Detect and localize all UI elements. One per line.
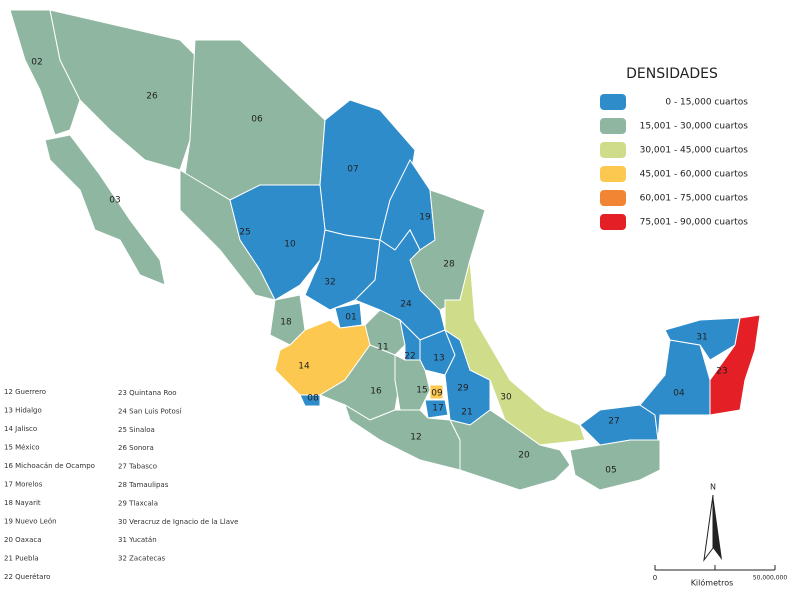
state-name: 22 Querétaro: [4, 573, 50, 581]
state-name: 28 Tamaulipas: [118, 481, 169, 489]
north-arrow: N: [703, 483, 722, 562]
state-name: 14 Jalisco: [4, 425, 37, 433]
legend-swatch: [600, 142, 626, 158]
legend-swatch: [600, 118, 626, 134]
arrow-right: [713, 495, 722, 560]
state-label: 08: [307, 394, 319, 404]
state: [424, 399, 449, 419]
state-name: 27 Tabasco: [118, 463, 157, 471]
legend: 0 - 15,000 cuartos 15,001 - 30,000 cuarto…: [600, 94, 748, 230]
state-name: 20 Oaxaca: [4, 536, 42, 544]
state-label: 19: [419, 213, 431, 223]
legend-swatch: [600, 94, 626, 110]
state-label: 28: [443, 260, 455, 270]
state: [229, 184, 326, 301]
state-label: 17: [432, 404, 443, 414]
state: [664, 317, 741, 361]
state-label: 22: [404, 352, 415, 362]
state-label: 11: [377, 343, 388, 353]
arrow-left: [703, 494, 714, 562]
state: [444, 259, 586, 446]
state-name: 26 Sonora: [118, 444, 154, 452]
state: [709, 314, 761, 416]
state-label: 05: [605, 466, 616, 476]
state-name: 31 Yucatán: [118, 536, 157, 544]
legend-label: 0 - 15,000 cuartos: [665, 98, 748, 108]
state-label: 24: [400, 300, 412, 310]
scale-bar: 0 Kilómetros 50,000,000: [653, 565, 788, 588]
state-name: 30 Veracruz de Ignacio de la Llave: [118, 518, 238, 526]
state-label: 30: [500, 393, 512, 403]
state-label: 31: [696, 333, 707, 343]
state-label: 04: [673, 389, 685, 399]
scale-start: 0: [653, 574, 657, 582]
state-labels: 02 26 06 03 07 25 10 19 28 32 24 18 01 14 11 22 13 16 15 09…: [31, 58, 727, 476]
state-name: 32 Zacatecas: [118, 555, 166, 563]
state-list: 12 Guerrero 13 Hidalgo 14 Jalisco 15 México…: [4, 388, 238, 581]
state-label: 26: [146, 92, 158, 102]
state-name: 17 Morelos: [4, 481, 43, 489]
legend-label: 30,001 - 45,000 cuartos: [640, 146, 749, 156]
state-name: 24 San Luis Potosí: [118, 407, 182, 415]
state-label: 23: [716, 367, 727, 377]
state-name: 18 Nayarit: [4, 499, 41, 507]
state: [354, 229, 446, 341]
state-name: 12 Guerrero: [4, 388, 46, 396]
scale-end: 50,000,000: [753, 575, 788, 582]
state-label: 09: [431, 389, 443, 399]
state-name: 19 Nuevo León: [4, 518, 57, 526]
state-label: 03: [109, 196, 120, 206]
legend-label: 75,001 - 90,000 cuartos: [640, 218, 749, 228]
legend-title: DENSIDADES: [626, 66, 718, 82]
state-name: 16 Michoacán de Ocampo: [4, 462, 95, 470]
state-label: 12: [410, 433, 421, 443]
state-label: 02: [31, 58, 42, 68]
legend-swatch: [600, 190, 626, 206]
state: [44, 134, 166, 286]
state-label: 01: [345, 313, 356, 323]
state-label: 10: [284, 240, 296, 250]
state-name: 21 Puebla: [4, 555, 39, 563]
state-name: 13 Hidalgo: [4, 407, 42, 415]
legend-label: 60,001 - 75,000 cuartos: [640, 194, 749, 204]
state-name: 23 Quintana Roo: [118, 389, 177, 397]
state-label: 21: [461, 408, 472, 418]
legend-swatch: [600, 214, 626, 230]
state-name: 25 Sinaloa: [118, 426, 155, 434]
state-name: 15 México: [4, 444, 40, 452]
states: [9, 9, 761, 491]
state: [49, 9, 196, 171]
legend-label: 15,001 - 30,000 cuartos: [640, 122, 749, 132]
state-label: 06: [251, 115, 263, 125]
state: [449, 409, 571, 491]
state-label: 25: [239, 228, 250, 238]
state-label: 20: [518, 451, 530, 461]
state-label: 15: [416, 386, 427, 396]
state-label: 16: [370, 387, 382, 397]
state-label: 07: [347, 165, 358, 175]
north-label: N: [710, 483, 716, 492]
state-label: 18: [280, 318, 292, 328]
state-label: 14: [298, 362, 310, 372]
state-name: 29 Tlaxcala: [118, 499, 158, 507]
legend-label: 45,001 - 60,000 cuartos: [640, 170, 749, 180]
scale-unit: Kilómetros: [691, 578, 734, 588]
state-label: 13: [433, 354, 444, 364]
state: [429, 384, 444, 400]
state-label: 29: [457, 384, 469, 394]
state: [299, 394, 321, 407]
legend-swatch: [600, 166, 626, 182]
state-label: 27: [608, 417, 619, 427]
state-label: 32: [324, 278, 335, 288]
